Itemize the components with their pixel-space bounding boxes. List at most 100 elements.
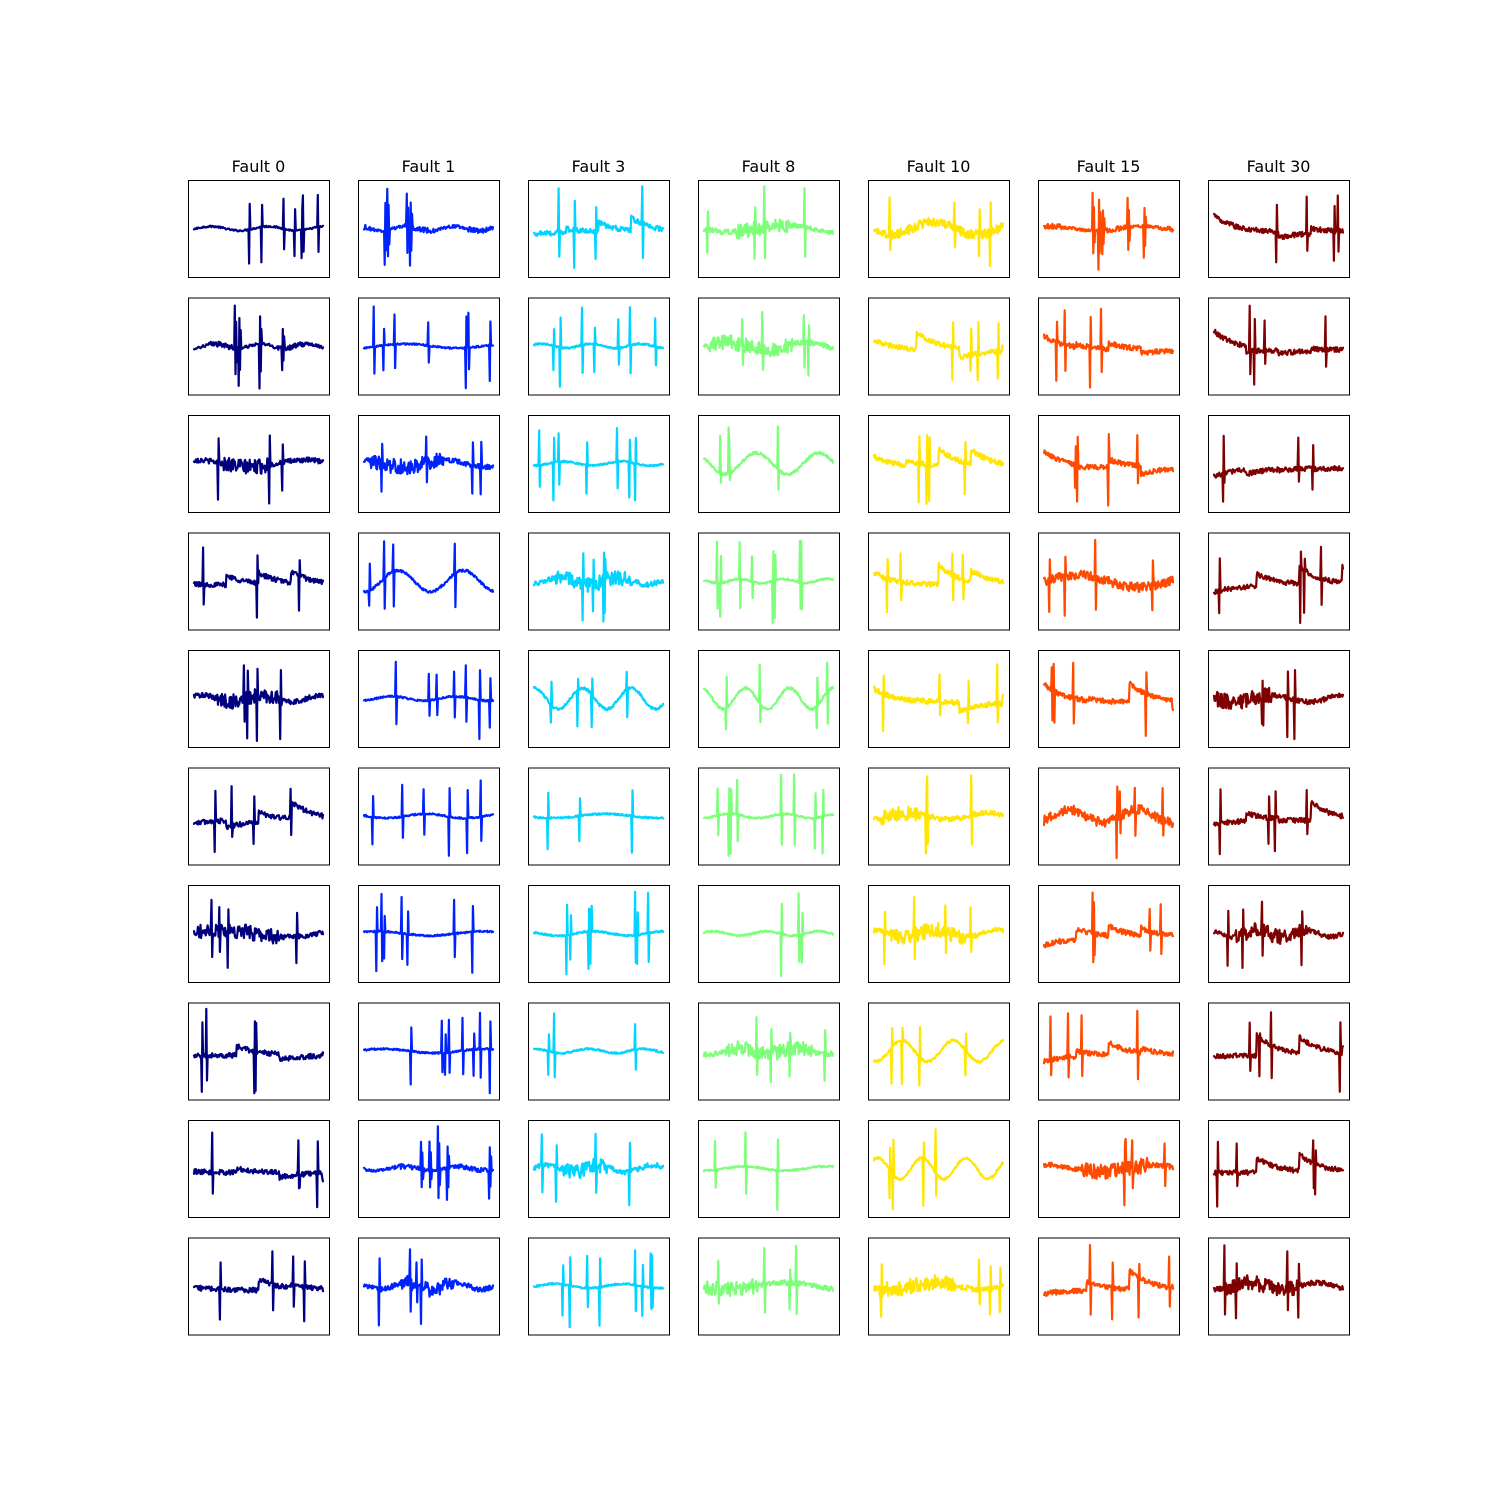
signal-line [872,1128,1005,1211]
signal-line [192,1007,325,1095]
panel [188,650,330,748]
panel [698,767,840,866]
signal-line [1212,669,1345,741]
column-title: Fault 15 [1077,157,1141,176]
signal-line [362,1125,495,1201]
panel [1038,650,1180,748]
panel [188,1120,330,1218]
panel [1038,532,1180,631]
signal-line [872,321,1005,382]
panel [1208,1120,1350,1218]
panel [188,532,330,631]
signal-line [362,660,495,741]
panel [358,767,500,866]
panel-frame [698,415,840,513]
signal-line [1212,434,1345,503]
signal-line [1042,191,1175,271]
signal-line [532,670,665,729]
panel-frame [1208,297,1350,396]
panel [698,180,840,278]
panel-frame [868,180,1010,278]
column-title: Fault 3 [572,157,626,176]
signal-line [192,193,325,265]
signal-line [702,425,835,491]
signal-line [1212,1139,1345,1208]
panel [528,1237,670,1336]
signal-line [192,546,325,619]
panel [1038,1237,1180,1336]
panel [1208,1237,1350,1336]
signal-line [702,1244,835,1316]
panel [528,180,670,278]
panel-frame [698,650,840,748]
panel [188,180,330,278]
signal-line [362,1011,495,1095]
panel [1208,532,1350,631]
panel [528,1120,670,1218]
panel-frame [1208,415,1350,513]
signal-line [1212,788,1345,856]
panel [528,415,670,513]
column-title: Fault 30 [1247,157,1311,176]
panel [188,1002,330,1101]
signal-line [872,1025,1005,1087]
signal-line [702,539,835,625]
panel-frame [528,650,670,748]
panel [868,1120,1010,1218]
signal-line [532,1012,665,1079]
panel [698,415,840,513]
panel [358,1120,500,1218]
panel [868,532,1010,631]
panel [1208,415,1350,513]
panel [528,1002,670,1101]
signal-line [532,890,665,976]
signal-line [872,896,1005,966]
signal-line [362,305,495,390]
panel [1038,767,1180,866]
panel [868,415,1010,513]
column-title: Fault 8 [742,157,796,176]
panel [1038,1002,1180,1101]
signal-line [532,1132,665,1207]
signal-line [532,185,665,269]
panel-frame [528,297,670,396]
column-title: Fault 10 [907,157,971,176]
signal-line [1042,1009,1175,1081]
panel-frame [1208,767,1350,866]
panel [528,297,670,396]
signal-line [532,427,665,502]
panel [528,767,670,866]
signal-line [362,779,495,857]
panel [1208,885,1350,983]
signal-line [702,1131,835,1211]
panel [698,1002,840,1101]
signal-line [532,1249,665,1329]
panel [698,885,840,983]
signal-line [1042,433,1175,507]
signal-line [532,551,665,623]
signal-line [1212,1011,1345,1093]
panel [1038,1120,1180,1218]
signal-line [1212,900,1345,969]
panel [1038,180,1180,278]
panel [358,532,500,631]
panel [868,297,1010,396]
signal-line [702,185,835,260]
panel [188,415,330,513]
signal-line [192,304,325,390]
signal-line [1042,785,1175,860]
signal-line [362,435,495,496]
panel-frame [698,885,840,983]
signal-line [1042,538,1175,617]
signal-line [872,552,1005,614]
signal-line [1212,1244,1345,1320]
signal-line [702,310,835,377]
panel [1038,885,1180,983]
panel [358,180,500,278]
signal-line [192,434,325,505]
column-title: Fault 0 [232,157,286,176]
signal-line [872,196,1005,268]
panel [528,650,670,748]
panel [1208,297,1350,396]
signal-line [872,774,1005,855]
